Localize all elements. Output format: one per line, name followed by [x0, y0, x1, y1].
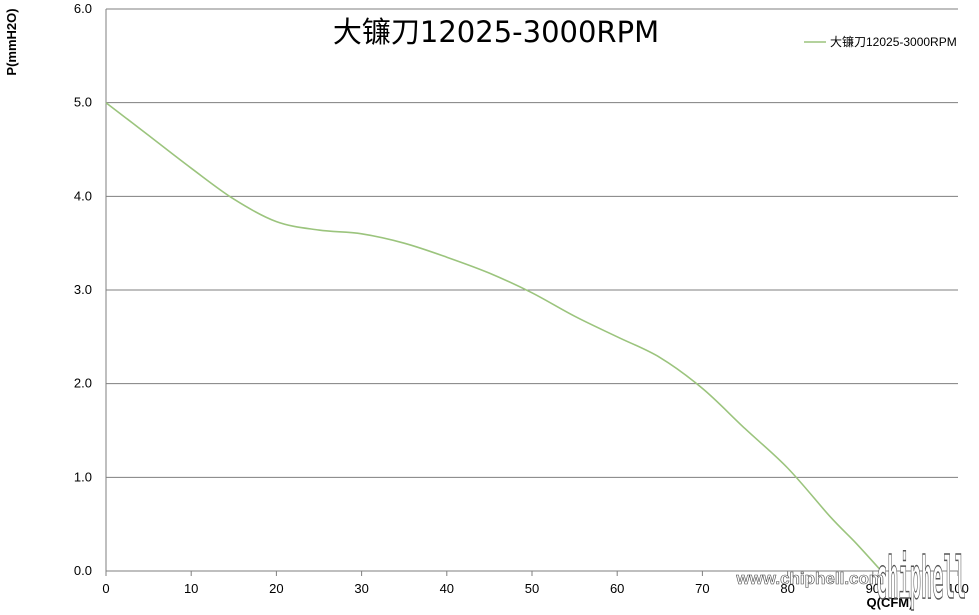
x-tick-label: 80: [780, 581, 794, 596]
series-line: [105, 102, 882, 572]
y-tick-label: 0.0: [74, 563, 92, 578]
x-tick-label: 60: [610, 581, 624, 596]
x-axis-title: Q(CFM): [867, 595, 914, 610]
series-lines: [105, 102, 882, 572]
y-tick-label: 3.0: [74, 282, 92, 297]
chiphell-watermark: chiphell www.chiphell.com: [735, 543, 967, 613]
x-tick-label: 30: [354, 581, 368, 596]
x-tick-label: 10: [184, 581, 198, 596]
y-tick-label: 4.0: [74, 188, 92, 203]
y-tick-label: 2.0: [74, 376, 92, 391]
legend-label: 大镰刀12025-3000RPM: [830, 34, 957, 49]
watermark-url: www.chiphell.com: [735, 569, 884, 588]
axes: [105, 9, 959, 576]
grid-lines: [106, 8, 958, 478]
x-tick-label: 50: [525, 581, 539, 596]
x-tick-label: 90: [866, 581, 880, 596]
x-tick-label: 0: [102, 581, 109, 596]
y-tick-labels: 0.0 1.0 2.0 3.0 4.0 5.0 6.0: [74, 1, 92, 578]
x-tick-label: 20: [269, 581, 283, 596]
x-tick-label: 70: [695, 581, 709, 596]
y-axis-title: P(mmH2O): [4, 8, 19, 75]
chart-title: 大镰刀12025-3000RPM: [333, 15, 659, 49]
watermark-logo: chiphell: [876, 544, 966, 612]
y-tick-label: 6.0: [74, 1, 92, 16]
y-tick-label: 1.0: [74, 469, 92, 484]
legend: 大镰刀12025-3000RPM: [804, 34, 957, 49]
x-tick-label: 100: [947, 581, 969, 596]
x-tick-labels: 0 10 20 30 40 50 60 70 80 90 100: [102, 581, 968, 596]
y-tick-label: 5.0: [74, 95, 92, 110]
x-tick-label: 40: [440, 581, 454, 596]
